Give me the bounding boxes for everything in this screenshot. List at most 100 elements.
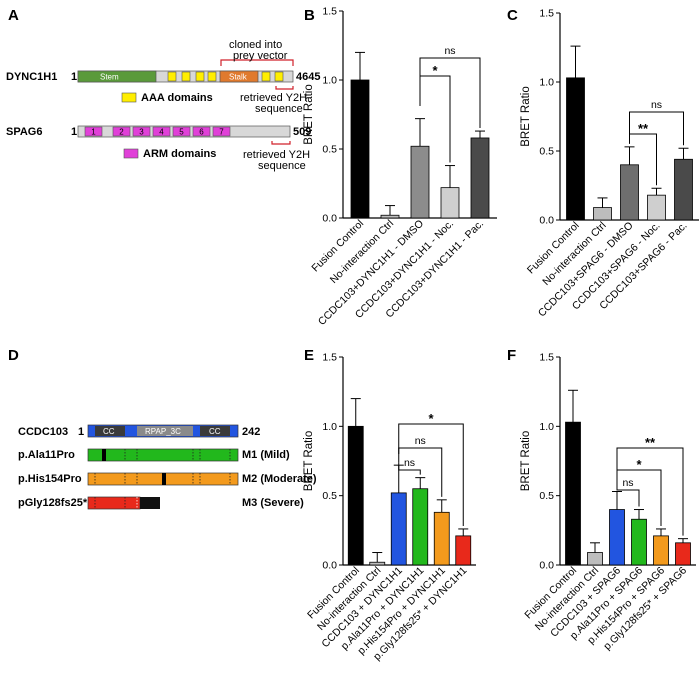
significance-label: ns <box>404 457 415 469</box>
bar <box>347 425 364 566</box>
bar <box>587 552 603 566</box>
bar <box>455 535 472 566</box>
ccdc-start: 1 <box>78 426 84 438</box>
annot-prey: prey vector <box>233 50 288 62</box>
frameshift-tail-m3 <box>140 497 160 509</box>
significance-bracket <box>616 488 640 507</box>
panel-label-a: A <box>8 7 19 24</box>
bar <box>674 158 693 221</box>
dync-stem-label: Stem <box>100 73 119 82</box>
bar <box>369 561 386 566</box>
aaa-domain <box>274 71 284 82</box>
significance-label: * <box>428 411 434 426</box>
bar <box>631 518 647 566</box>
y-axis-label: BRET Ratio <box>520 431 532 492</box>
variant-name-m3: pGly128fs25* <box>18 497 88 509</box>
arm-domain-number: 7 <box>219 128 224 137</box>
dync-end: 4645 <box>296 71 320 83</box>
ccdc-end: 242 <box>242 426 260 438</box>
y-tick-label: 0.5 <box>539 146 554 158</box>
spag-name: SPAG6 <box>6 126 42 138</box>
y-tick-label: 1.5 <box>539 8 554 20</box>
bar <box>390 492 407 566</box>
annot-cloned: cloned into <box>229 39 282 51</box>
dync-stalk-label: Stalk <box>229 73 248 82</box>
panel-label-d: D <box>8 347 19 364</box>
y-tick-label: 1.5 <box>539 352 554 364</box>
bar <box>593 207 612 221</box>
arm-domain <box>112 126 131 137</box>
y-axis-label: BRET Ratio <box>303 84 315 145</box>
bar <box>620 164 639 221</box>
y-tick-label: 0.0 <box>322 560 337 572</box>
y-tick-label: 0.0 <box>539 215 554 227</box>
significance-label: ns <box>444 45 455 57</box>
variant-label-m1: M1 (Mild) <box>242 449 290 461</box>
significance-bracket <box>419 57 481 129</box>
bar <box>566 77 585 221</box>
arm-domain-number: 3 <box>139 128 144 137</box>
aaa-domain <box>195 71 205 82</box>
significance-bracket <box>629 111 684 146</box>
arm-domain-number: 5 <box>179 128 184 137</box>
cc-domain-1 <box>95 426 125 436</box>
dync-stem <box>77 70 157 83</box>
significance-label: * <box>636 457 642 472</box>
sequence-label-1: sequence <box>255 103 303 115</box>
arm-legend-label: ARM domains <box>143 148 216 160</box>
mutation-marker-m2 <box>162 473 166 485</box>
aaa-legend-swatch <box>121 92 137 103</box>
y-tick-label: 1.5 <box>322 352 337 364</box>
significance-label: ** <box>645 435 656 450</box>
arm-domain-number: 1 <box>91 128 96 137</box>
arm-domain-number: 4 <box>159 128 164 137</box>
panel-a-domain-diagram: DYNC1H1 1 Stem Stalk 4645 cloned into pr… <box>6 39 320 172</box>
arm-domain <box>84 126 103 137</box>
spag-end: 509 <box>293 126 311 138</box>
bar <box>350 79 370 219</box>
significance-bracket <box>419 75 451 163</box>
aaa-domain <box>207 71 217 82</box>
arm-domain <box>212 126 231 137</box>
cc-label-1: CC <box>103 427 115 436</box>
category-label: Fusion Control <box>309 218 366 275</box>
y-axis-label: BRET Ratio <box>520 86 532 147</box>
y-tick-label: 0.5 <box>322 490 337 502</box>
sequence-label-2: sequence <box>258 160 306 172</box>
arm-domain <box>192 126 211 137</box>
variant-name-m1: p.Ala11Pro <box>18 449 75 461</box>
bar <box>675 542 691 566</box>
aaa-domain <box>261 71 271 82</box>
y-axis-label: BRET Ratio <box>303 431 315 492</box>
arm-domain <box>132 126 151 137</box>
panel-d-variant-diagram: CCDC103 1 CC RPAP_3C CC 242 p.Ala11Pro M… <box>18 424 317 510</box>
panel-label-f: F <box>507 347 516 364</box>
aaa-domain <box>167 71 177 82</box>
arm-domain <box>172 126 191 137</box>
panel-label-e: E <box>304 347 314 364</box>
retrieved-label-2: retrieved Y2H <box>243 149 310 161</box>
y2h-bracket-spag <box>271 141 291 145</box>
variant-name-m2: p.His154Pro <box>18 473 82 485</box>
significance-label: ns <box>415 435 426 447</box>
y-tick-label: 0.5 <box>322 144 337 156</box>
panel-label-b: B <box>304 7 315 24</box>
variant-label-m3: M3 (Severe) <box>242 497 304 509</box>
bar <box>470 137 490 219</box>
significance-label: ns <box>651 99 662 111</box>
prey-bracket <box>220 59 294 66</box>
dync-stalk <box>219 70 259 83</box>
spag-start: 1 <box>71 126 77 138</box>
significance-bracket <box>616 447 684 536</box>
bar <box>410 145 430 219</box>
arm-domain-number: 2 <box>119 128 124 137</box>
rpap-domain <box>137 426 193 436</box>
y-tick-label: 1.0 <box>539 421 554 433</box>
significance-label: ns <box>622 477 633 489</box>
arm-domain <box>152 126 171 137</box>
bar <box>565 421 581 566</box>
